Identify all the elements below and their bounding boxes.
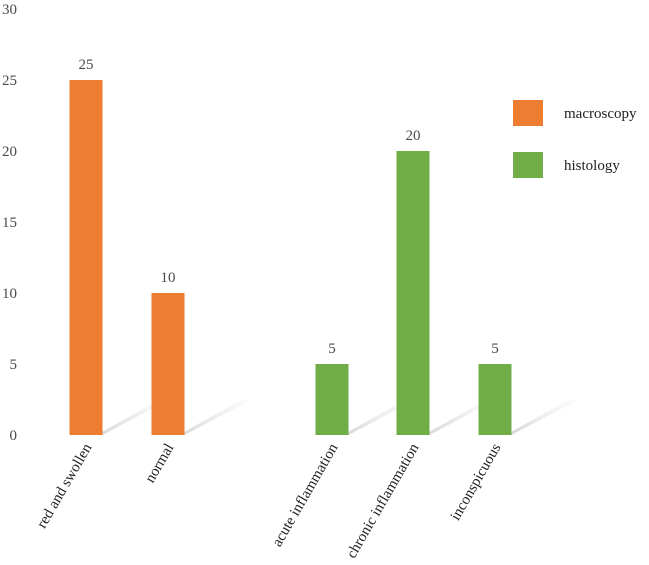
data-labels: 25 10 5 20 5 [79, 57, 499, 357]
y-tick-label: 15 [2, 215, 17, 231]
bars [69, 80, 512, 435]
legend: macroscopy histology [513, 100, 637, 178]
bar-shadow [96, 400, 169, 435]
y-axis: 0 5 10 15 20 25 30 [2, 2, 17, 444]
x-category-label: normal [142, 441, 177, 486]
x-axis: red and swollen normal acute inflammation c… [34, 441, 505, 562]
x-category-label: inconspicuous [448, 441, 505, 523]
y-tick-label: 25 [2, 73, 17, 89]
data-label: 5 [328, 341, 336, 357]
legend-swatch-histology [513, 152, 543, 178]
x-category-label: acute inflammation [269, 441, 341, 550]
data-label: 5 [491, 341, 499, 357]
y-tick-label: 30 [2, 2, 17, 18]
bar-shadow [178, 400, 251, 435]
legend-label-histology: histology [564, 158, 620, 174]
legend-swatch-macroscopy [513, 100, 543, 126]
y-tick-label: 10 [2, 286, 17, 302]
bar-macroscopy [69, 80, 103, 435]
data-label: 25 [79, 57, 94, 73]
legend-label-macroscopy: macroscopy [564, 106, 637, 122]
bar-shadow [423, 400, 496, 435]
data-label: 20 [406, 128, 421, 144]
bar-histology [478, 364, 512, 435]
bar-shadow [505, 400, 578, 435]
y-tick-label: 20 [2, 144, 17, 160]
x-category-label: red and swollen [34, 441, 96, 532]
x-category-label: chronic inflammation [344, 441, 423, 560]
bar-histology [396, 151, 430, 435]
y-tick-label: 0 [10, 428, 18, 444]
y-tick-label: 5 [10, 357, 18, 373]
bar-macroscopy [151, 293, 185, 435]
data-label: 10 [161, 270, 176, 286]
bar-histology [315, 364, 349, 435]
